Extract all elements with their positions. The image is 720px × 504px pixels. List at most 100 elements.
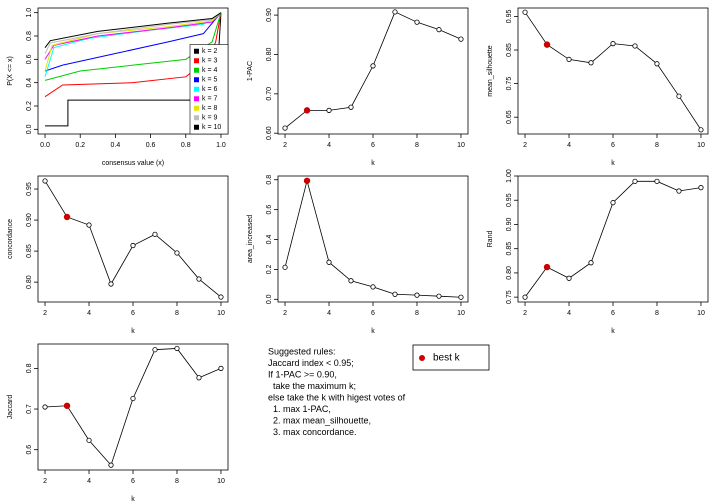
- y-tick-label: 0.85: [26, 244, 33, 258]
- y-tick-label: 0.75: [506, 77, 513, 91]
- point: [588, 260, 594, 266]
- metric-line: [524, 11, 702, 131]
- x-tick-label: 8: [655, 310, 659, 317]
- rule-line: Suggested rules:: [268, 346, 336, 356]
- point: [86, 437, 92, 443]
- y-tick-label: 0.95: [26, 182, 33, 196]
- y-tick-label: 0.6: [26, 445, 33, 455]
- rule-line: take the maximum k;: [268, 381, 356, 391]
- legend-swatch: [194, 67, 199, 73]
- legend-label: k = 2: [202, 48, 217, 55]
- x-tick-label: 1.0: [216, 142, 226, 149]
- point: [282, 264, 288, 270]
- y-tick-label: 0.2: [266, 264, 273, 274]
- rule-line: else take the k with higest votes of: [268, 392, 406, 402]
- ecdf-line: [44, 12, 222, 48]
- legend-swatch: [194, 96, 199, 102]
- point: [632, 178, 638, 184]
- y-tick-label: 0.6: [266, 205, 273, 215]
- x-tick-label: 2: [43, 310, 47, 317]
- point: [610, 41, 616, 47]
- x-tick-label: 2: [523, 142, 527, 149]
- x-tick-label: 0.4: [111, 142, 121, 149]
- y-axis-label: area_increased: [247, 215, 254, 263]
- x-tick-label: 10: [697, 142, 705, 149]
- y-axis-label: Rand: [487, 231, 494, 248]
- x-tick-label: 4: [327, 310, 331, 317]
- rule-line: 1. max 1-PAC,: [268, 404, 331, 414]
- best-k-point: [63, 213, 71, 221]
- rules: Suggested rules: Jaccard index < 0.95;If …: [268, 346, 406, 437]
- y-tick-label: 0.8: [266, 175, 273, 185]
- x-tick-label: 8: [415, 310, 419, 317]
- point: [610, 200, 616, 206]
- metric-line: [45, 348, 222, 466]
- legend-swatch: [194, 115, 199, 121]
- x-tick-label: 4: [87, 478, 91, 485]
- y-tick-label: 0.80: [266, 48, 273, 62]
- y-tick-label: 0.8: [26, 363, 33, 373]
- y-tick-label: 0.7: [26, 404, 33, 414]
- x-tick-label: 0.8: [181, 142, 191, 149]
- y-tick-label: 0.95: [506, 9, 513, 23]
- ecdf-line: [44, 12, 222, 98]
- plot-box: [517, 7, 709, 135]
- point: [326, 259, 332, 265]
- y-tick-label: 1.0: [26, 8, 33, 18]
- y-tick-label: 0.8: [26, 31, 33, 41]
- point: [196, 375, 202, 381]
- rule-line: If 1-PAC >= 0.90,: [268, 369, 337, 379]
- x-tick-label: 0.0: [40, 142, 50, 149]
- point: [436, 293, 442, 299]
- point: [130, 395, 136, 402]
- point: [588, 60, 594, 66]
- x-tick-label: 6: [611, 310, 615, 317]
- point: [698, 127, 704, 133]
- y-tick-label: 0.95: [506, 193, 513, 207]
- x-tick-label: 0.2: [75, 142, 85, 149]
- y-tick-label: 0.4: [266, 235, 273, 245]
- point: [436, 27, 442, 33]
- ecdf-line: [44, 12, 222, 60]
- x-axis-label: k: [131, 328, 135, 335]
- y-tick-label: 0.80: [26, 275, 33, 289]
- metric-line: [284, 179, 461, 298]
- point: [458, 36, 464, 42]
- x-tick-label: 2: [523, 310, 527, 317]
- legend-swatch: [194, 48, 199, 54]
- x-axis-label: k: [371, 160, 375, 167]
- best-k-legend-label: best k: [433, 353, 461, 364]
- point: [414, 19, 420, 25]
- metric-line: [44, 180, 222, 298]
- point: [196, 276, 202, 282]
- y-tick-label: 0.0: [266, 294, 273, 304]
- point: [370, 63, 376, 69]
- point: [218, 294, 224, 300]
- y-tick-label: 0.2: [26, 101, 33, 111]
- point: [370, 284, 376, 290]
- ecdf-line: [44, 12, 222, 81]
- point: [632, 43, 638, 49]
- x-tick-label: 6: [611, 142, 615, 149]
- best-k-point: [63, 402, 71, 409]
- point: [282, 125, 288, 131]
- y-tick-label: 1.00: [506, 169, 513, 183]
- legend-swatch: [194, 58, 199, 64]
- point: [152, 347, 158, 353]
- point: [698, 185, 704, 191]
- y-tick-label: 0.65: [506, 110, 513, 124]
- point: [654, 178, 660, 184]
- x-tick-label: 4: [327, 142, 331, 149]
- y-tick-label: 0.4: [26, 78, 33, 88]
- x-tick-label: 8: [415, 142, 419, 149]
- y-axis-label: P(X <= x): [7, 56, 14, 86]
- x-tick-label: 10: [217, 478, 225, 485]
- point: [566, 56, 572, 63]
- legend-label: k = 7: [202, 96, 217, 103]
- point: [108, 462, 114, 468]
- best-k-point: [543, 41, 551, 48]
- legend-swatch: [194, 77, 199, 83]
- legend-label: k = 4: [202, 67, 217, 74]
- legend-swatch: [194, 86, 199, 92]
